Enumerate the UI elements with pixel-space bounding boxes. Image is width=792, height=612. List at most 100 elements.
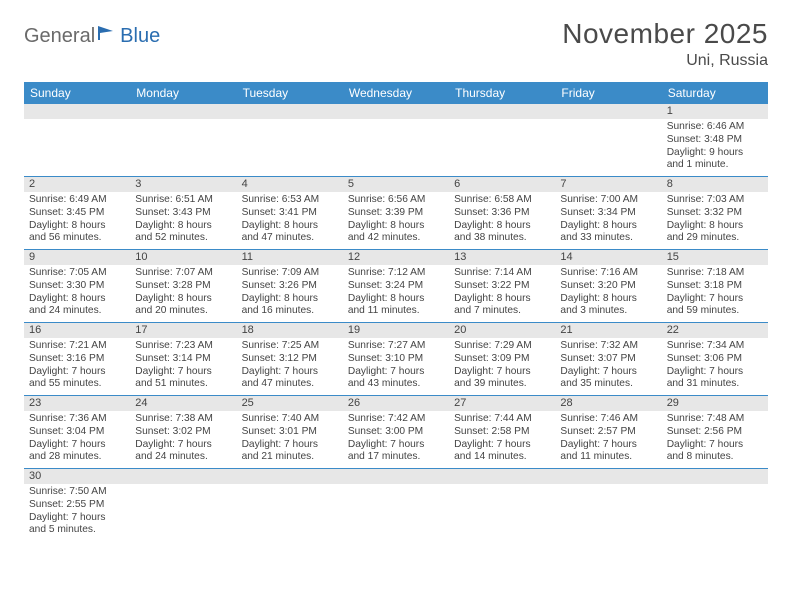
week-number-row: 16171819202122 <box>24 323 768 338</box>
day-body: Sunrise: 7:46 AMSunset: 2:57 PMDaylight:… <box>555 411 661 468</box>
day-number: 7 <box>555 177 661 192</box>
day-body <box>662 484 768 541</box>
day-body: Sunrise: 7:42 AMSunset: 3:00 PMDaylight:… <box>343 411 449 468</box>
day-number: 3 <box>130 177 236 192</box>
day-number: 4 <box>237 177 343 192</box>
dow-cell: Tuesday <box>237 82 343 104</box>
day-body: Sunrise: 7:09 AMSunset: 3:26 PMDaylight:… <box>237 265 343 322</box>
day-body: Sunrise: 7:21 AMSunset: 3:16 PMDaylight:… <box>24 338 130 395</box>
day-body: Sunrise: 7:40 AMSunset: 3:01 PMDaylight:… <box>237 411 343 468</box>
day-number <box>237 104 343 119</box>
day-number <box>449 104 555 119</box>
day-number: 30 <box>24 469 130 484</box>
day-body: Sunrise: 7:48 AMSunset: 2:56 PMDaylight:… <box>662 411 768 468</box>
day-body: Sunrise: 6:56 AMSunset: 3:39 PMDaylight:… <box>343 192 449 249</box>
day-body: Sunrise: 6:51 AMSunset: 3:43 PMDaylight:… <box>130 192 236 249</box>
dow-cell: Sunday <box>24 82 130 104</box>
day-body <box>130 119 236 176</box>
day-number: 27 <box>449 396 555 411</box>
header: General Blue November 2025 Uni, Russia <box>24 18 768 70</box>
day-number: 19 <box>343 323 449 338</box>
day-body: Sunrise: 7:36 AMSunset: 3:04 PMDaylight:… <box>24 411 130 468</box>
day-number <box>449 469 555 484</box>
day-body <box>555 484 661 541</box>
day-number: 17 <box>130 323 236 338</box>
title-block: November 2025 Uni, Russia <box>562 18 768 70</box>
day-body: Sunrise: 6:53 AMSunset: 3:41 PMDaylight:… <box>237 192 343 249</box>
week-body-row: Sunrise: 7:36 AMSunset: 3:04 PMDaylight:… <box>24 411 768 468</box>
day-number <box>343 469 449 484</box>
day-body: Sunrise: 7:00 AMSunset: 3:34 PMDaylight:… <box>555 192 661 249</box>
day-body: Sunrise: 7:29 AMSunset: 3:09 PMDaylight:… <box>449 338 555 395</box>
day-number: 26 <box>343 396 449 411</box>
day-body <box>130 484 236 541</box>
day-number <box>130 104 236 119</box>
week-body-row: Sunrise: 6:46 AMSunset: 3:48 PMDaylight:… <box>24 119 768 176</box>
dow-cell: Saturday <box>662 82 768 104</box>
day-number <box>555 104 661 119</box>
dow-cell: Wednesday <box>343 82 449 104</box>
week-body-row: Sunrise: 6:49 AMSunset: 3:45 PMDaylight:… <box>24 192 768 249</box>
day-number <box>24 104 130 119</box>
day-body: Sunrise: 7:34 AMSunset: 3:06 PMDaylight:… <box>662 338 768 395</box>
day-number: 5 <box>343 177 449 192</box>
day-number <box>662 469 768 484</box>
day-number <box>237 469 343 484</box>
day-number: 22 <box>662 323 768 338</box>
flag-icon <box>97 24 119 48</box>
day-number: 2 <box>24 177 130 192</box>
day-number <box>130 469 236 484</box>
day-body <box>555 119 661 176</box>
day-number: 9 <box>24 250 130 265</box>
dow-cell: Thursday <box>449 82 555 104</box>
week-number-row: 23242526272829 <box>24 396 768 411</box>
day-number: 18 <box>237 323 343 338</box>
week-number-row: 1 <box>24 104 768 119</box>
day-number: 28 <box>555 396 661 411</box>
day-body <box>449 484 555 541</box>
week-body-row: Sunrise: 7:21 AMSunset: 3:16 PMDaylight:… <box>24 338 768 395</box>
day-body <box>449 119 555 176</box>
day-number: 6 <box>449 177 555 192</box>
logo: General Blue <box>24 24 160 48</box>
day-number: 20 <box>449 323 555 338</box>
day-number: 24 <box>130 396 236 411</box>
day-body: Sunrise: 7:38 AMSunset: 3:02 PMDaylight:… <box>130 411 236 468</box>
day-body: Sunrise: 7:16 AMSunset: 3:20 PMDaylight:… <box>555 265 661 322</box>
day-number: 10 <box>130 250 236 265</box>
day-number: 1 <box>662 104 768 119</box>
day-number: 14 <box>555 250 661 265</box>
day-body <box>237 484 343 541</box>
day-body <box>24 119 130 176</box>
day-body: Sunrise: 7:18 AMSunset: 3:18 PMDaylight:… <box>662 265 768 322</box>
day-number <box>555 469 661 484</box>
day-body: Sunrise: 6:46 AMSunset: 3:48 PMDaylight:… <box>662 119 768 176</box>
day-number: 25 <box>237 396 343 411</box>
day-body: Sunrise: 7:07 AMSunset: 3:28 PMDaylight:… <box>130 265 236 322</box>
logo-text-1: General <box>24 25 95 48</box>
month-title: November 2025 <box>562 18 768 50</box>
day-body: Sunrise: 7:50 AMSunset: 2:55 PMDaylight:… <box>24 484 130 541</box>
day-number: 21 <box>555 323 661 338</box>
calendar: SundayMondayTuesdayWednesdayThursdayFrid… <box>24 82 768 541</box>
day-body: Sunrise: 7:25 AMSunset: 3:12 PMDaylight:… <box>237 338 343 395</box>
week-number-row: 2345678 <box>24 177 768 192</box>
day-body: Sunrise: 7:27 AMSunset: 3:10 PMDaylight:… <box>343 338 449 395</box>
day-body: Sunrise: 7:03 AMSunset: 3:32 PMDaylight:… <box>662 192 768 249</box>
day-number: 23 <box>24 396 130 411</box>
location: Uni, Russia <box>562 52 768 70</box>
week-body-row: Sunrise: 7:05 AMSunset: 3:30 PMDaylight:… <box>24 265 768 322</box>
day-body: Sunrise: 6:58 AMSunset: 3:36 PMDaylight:… <box>449 192 555 249</box>
day-body: Sunrise: 7:12 AMSunset: 3:24 PMDaylight:… <box>343 265 449 322</box>
week-body-row: Sunrise: 7:50 AMSunset: 2:55 PMDaylight:… <box>24 484 768 541</box>
day-number <box>343 104 449 119</box>
day-body: Sunrise: 7:14 AMSunset: 3:22 PMDaylight:… <box>449 265 555 322</box>
day-body <box>343 119 449 176</box>
dow-cell: Friday <box>555 82 661 104</box>
day-number: 12 <box>343 250 449 265</box>
day-number: 13 <box>449 250 555 265</box>
day-body: Sunrise: 7:32 AMSunset: 3:07 PMDaylight:… <box>555 338 661 395</box>
dow-cell: Monday <box>130 82 236 104</box>
day-number: 29 <box>662 396 768 411</box>
day-body: Sunrise: 7:05 AMSunset: 3:30 PMDaylight:… <box>24 265 130 322</box>
